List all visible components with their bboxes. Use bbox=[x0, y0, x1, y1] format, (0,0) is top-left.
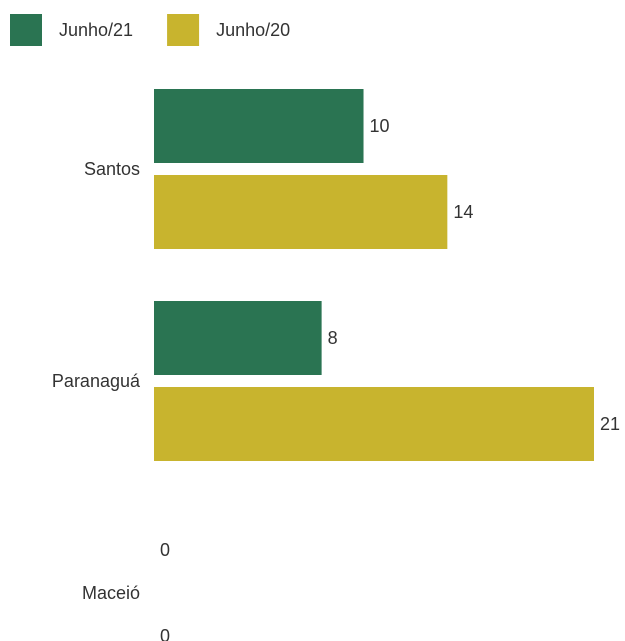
category-label: Maceió bbox=[82, 583, 140, 603]
category-label: Santos bbox=[84, 159, 140, 179]
legend-label-1: Junho/21 bbox=[59, 20, 133, 40]
category-label: Paranaguá bbox=[52, 371, 141, 391]
legend-label-2: Junho/20 bbox=[216, 20, 290, 40]
data-label: 8 bbox=[328, 328, 338, 348]
bar-1 bbox=[154, 89, 364, 163]
data-label: 21 bbox=[600, 414, 620, 434]
plot-area: Santos 10 14 Paranaguá 8 21 Maceió 0 0 bbox=[52, 89, 620, 641]
legend: Junho/21 Junho/20 bbox=[10, 14, 290, 46]
legend-swatch-1 bbox=[10, 14, 42, 46]
data-label: 0 bbox=[160, 540, 170, 560]
bar-2 bbox=[154, 175, 448, 249]
data-label: 10 bbox=[370, 116, 390, 136]
bar-2 bbox=[154, 387, 594, 461]
bar-1 bbox=[154, 301, 322, 375]
data-label: 14 bbox=[453, 202, 473, 222]
data-label: 0 bbox=[160, 626, 170, 641]
legend-swatch-2 bbox=[167, 14, 200, 46]
